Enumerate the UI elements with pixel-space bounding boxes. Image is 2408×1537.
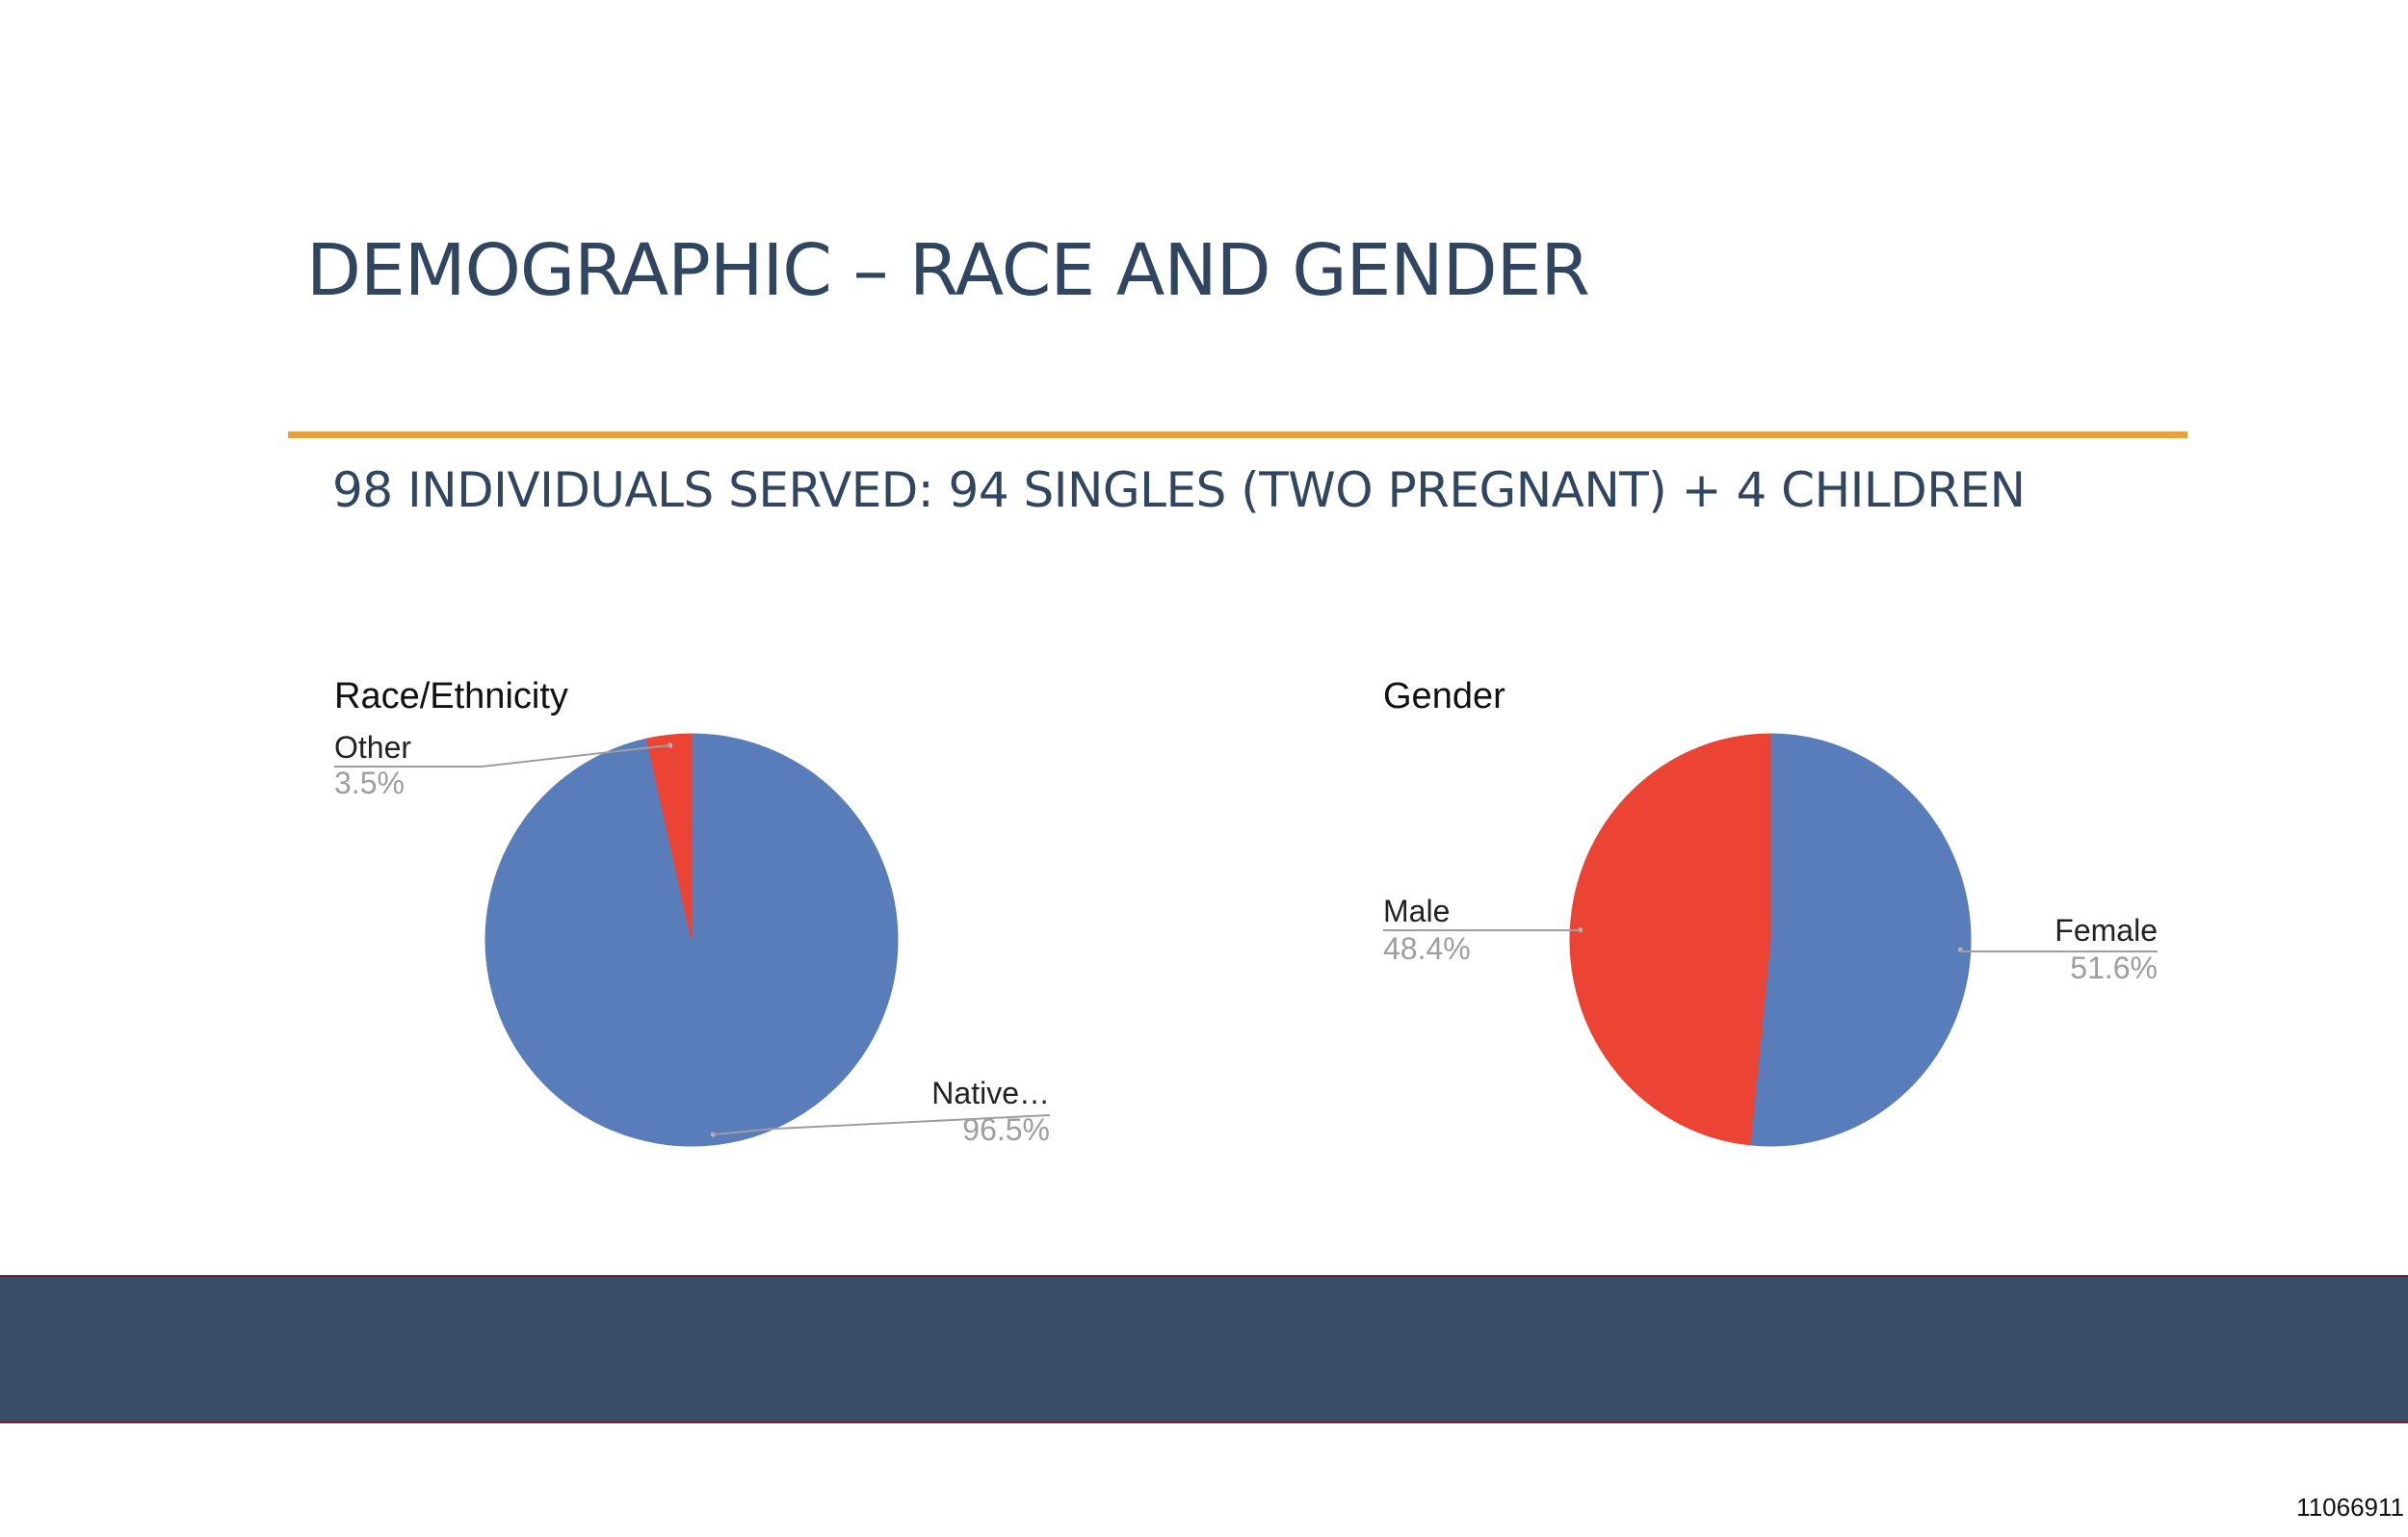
- footer-band: [0, 1275, 2408, 1423]
- document-number: 11066911: [2296, 1493, 2404, 1522]
- slide-title: DEMOGRAPHIC – RACE AND GENDER: [306, 229, 1590, 312]
- accent-rule: [288, 431, 2187, 438]
- pie-slice-other: [645, 733, 693, 941]
- leader-line: [713, 1114, 1051, 1136]
- slice-label: Male: [1383, 894, 1450, 928]
- leader-line: [334, 743, 670, 768]
- slice-percent-label: 3.5%: [334, 766, 405, 800]
- chart-title: Race/Ethnicity: [334, 676, 568, 716]
- slice-label: Other: [334, 730, 411, 765]
- slice-percent-label: 96.5%: [962, 1112, 1050, 1147]
- pie-slice-female: [1749, 733, 1972, 1147]
- pie-slice-male: [1569, 733, 1771, 1146]
- slide-subtitle: 98 INDIVIDUALS SERVED: 94 SINGLES (TWO P…: [332, 462, 2026, 518]
- slice-label: Native…: [931, 1076, 1050, 1110]
- chart-title: Gender: [1383, 676, 1505, 716]
- slice-percent-label: 51.6%: [2070, 951, 2158, 985]
- leader-line: [1959, 949, 2158, 952]
- slice-percent-label: 48.4%: [1383, 931, 1471, 966]
- slice-label: Female: [2055, 913, 2158, 948]
